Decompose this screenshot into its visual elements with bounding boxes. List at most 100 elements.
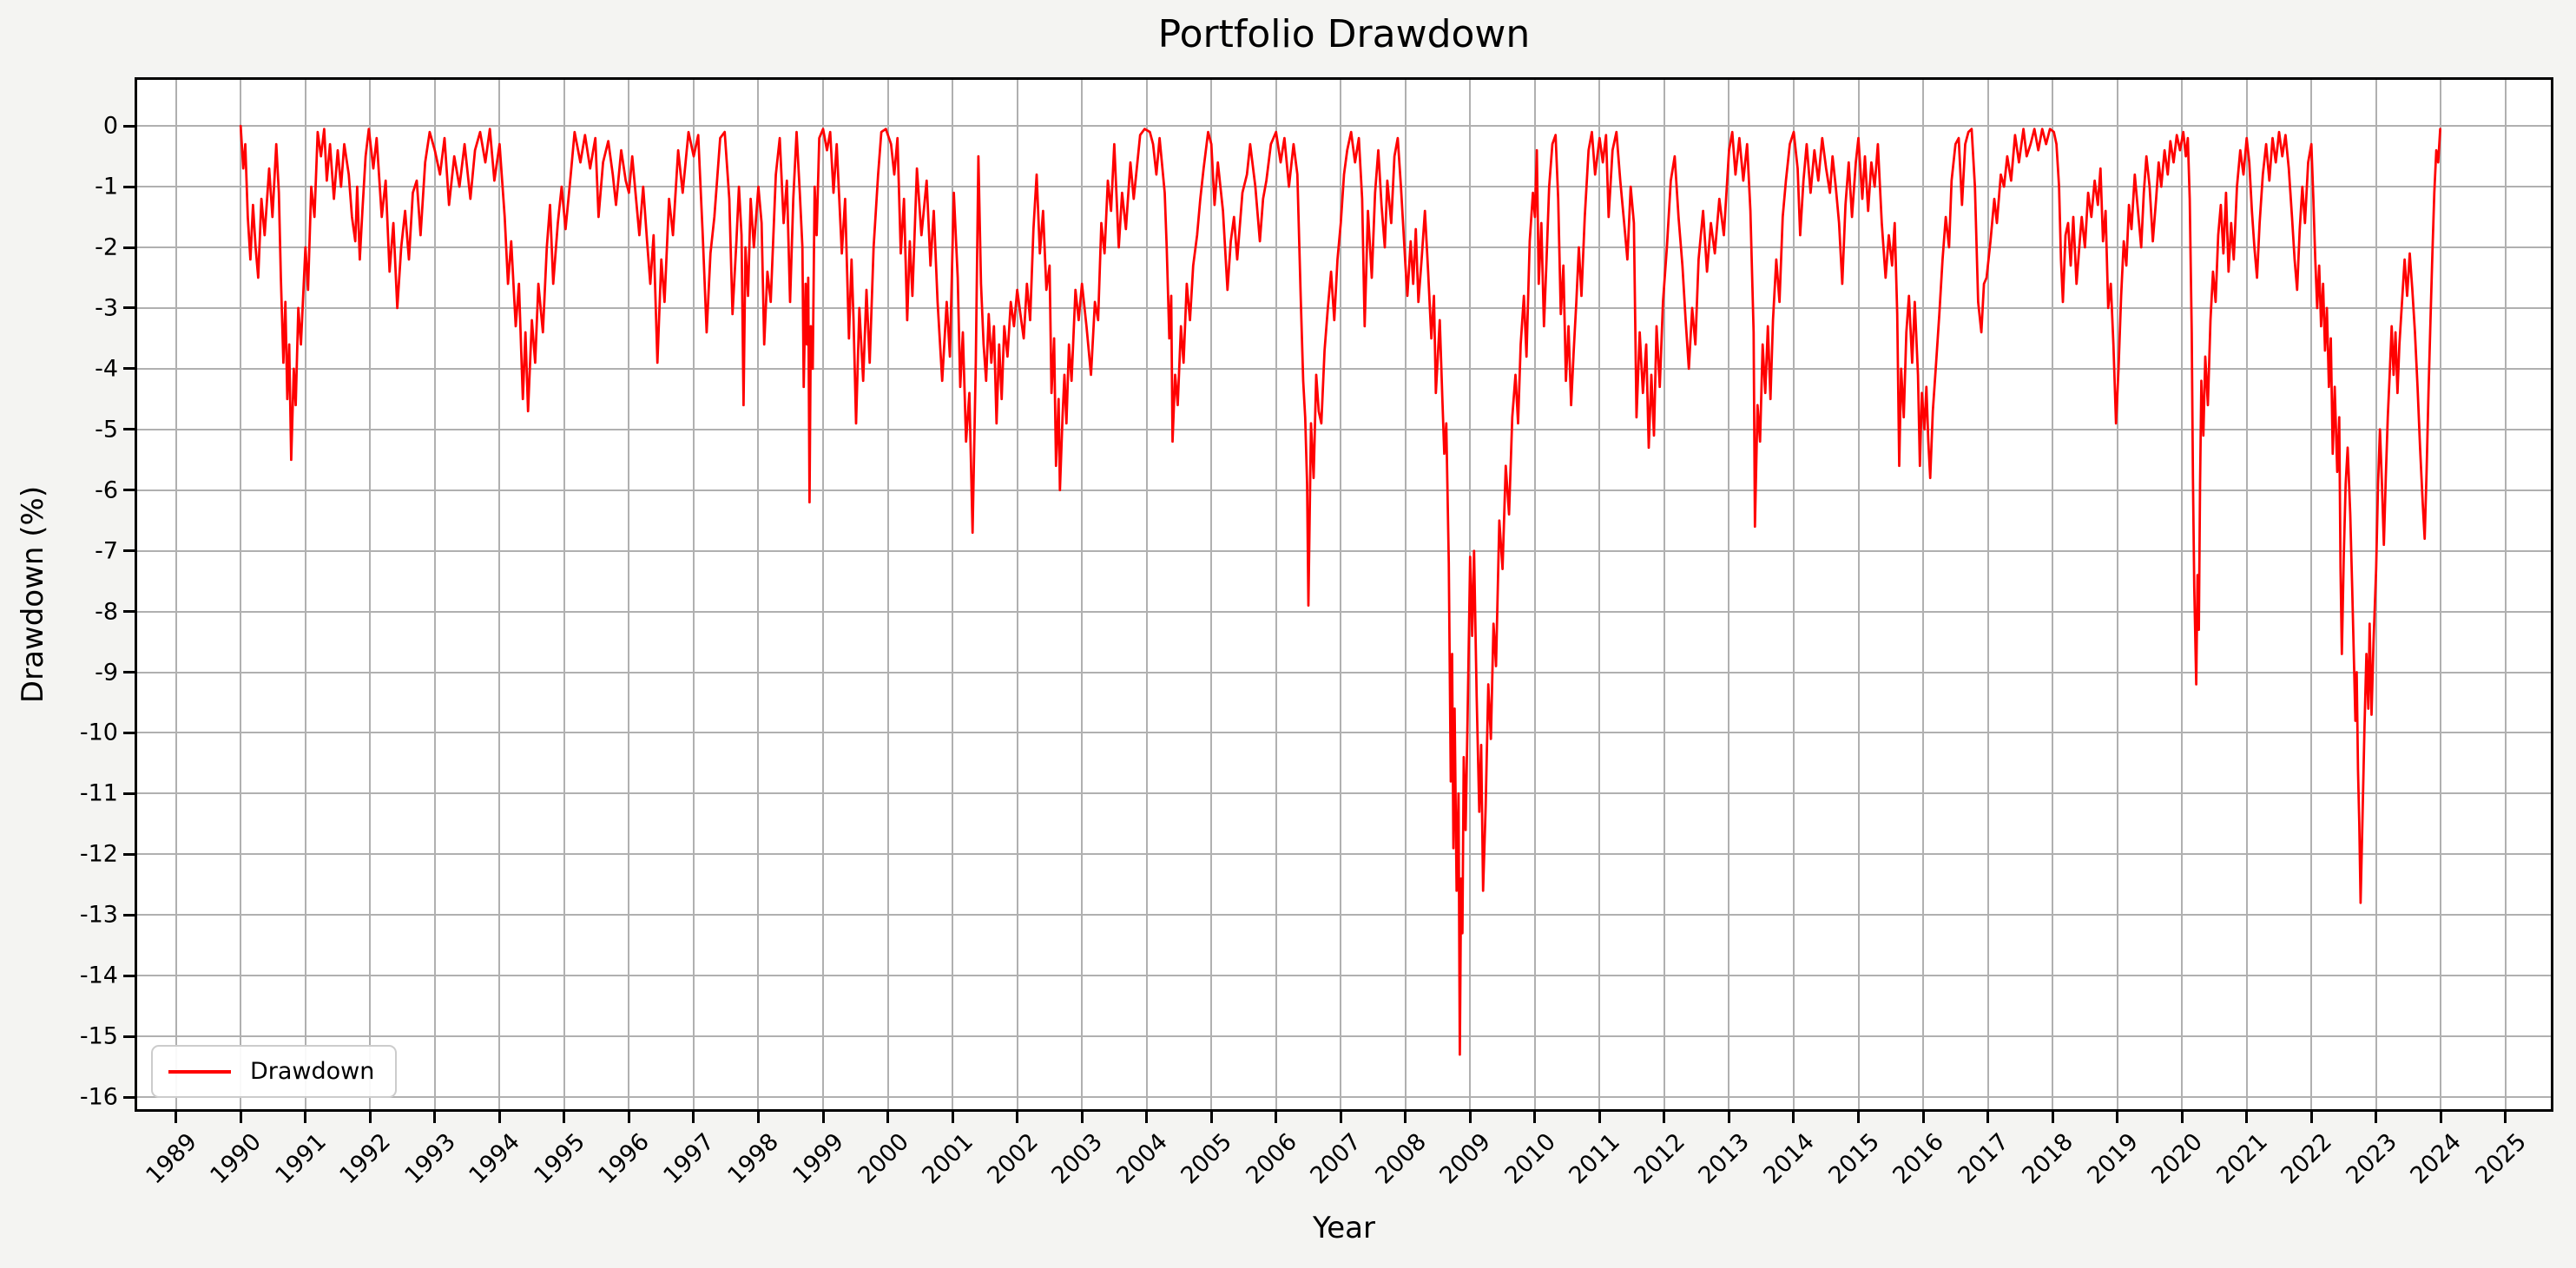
y-tick-mark — [123, 306, 135, 310]
x-tick-label: 2013 — [1693, 1128, 1756, 1190]
x-gridline — [1922, 80, 1925, 1109]
x-gridline — [952, 80, 954, 1109]
y-tick-mark — [123, 731, 135, 734]
x-tick-label: 2012 — [1629, 1128, 1690, 1190]
x-tick-mark — [1080, 1112, 1084, 1123]
x-axis-label: Year — [1313, 1211, 1375, 1245]
x-tick-label: 1994 — [464, 1128, 526, 1190]
y-gridline — [137, 671, 2551, 673]
x-tick-label: 1993 — [399, 1128, 461, 1190]
x-tick-mark — [1275, 1112, 1278, 1123]
x-tick-mark — [1921, 1112, 1925, 1123]
y-tick-mark — [123, 1095, 135, 1099]
y-tick-label: -5 — [95, 416, 118, 443]
x-tick-label: 2004 — [1111, 1128, 1173, 1190]
x-tick-label: 1997 — [658, 1128, 720, 1190]
y-tick-label: -14 — [79, 962, 118, 989]
x-gridline — [175, 80, 177, 1109]
x-tick-label: 2019 — [2082, 1128, 2144, 1190]
x-gridline — [2504, 80, 2507, 1109]
x-tick-mark — [1404, 1112, 1407, 1123]
x-gridline — [2245, 80, 2248, 1109]
x-tick-mark — [1533, 1112, 1537, 1123]
x-tick-label: 2002 — [982, 1128, 1044, 1190]
x-gridline — [2440, 80, 2442, 1109]
y-tick-label: 0 — [102, 112, 118, 140]
plot-area: 1989 1990 1991 1992 1993 1994 1995 1996 1997 1998… — [80, 77, 2553, 1190]
x-tick-mark — [1145, 1112, 1149, 1123]
x-gridline — [240, 80, 242, 1109]
x-tick-mark — [563, 1112, 566, 1123]
x-gridline — [1275, 80, 1277, 1109]
y-tick-mark — [123, 185, 135, 188]
x-gridline — [1210, 80, 1213, 1109]
x-gridline — [1792, 80, 1795, 1109]
x-tick-label: 1992 — [334, 1128, 397, 1190]
y-tick-mark — [123, 367, 135, 371]
x-tick-label: 2014 — [1758, 1128, 1820, 1190]
y-gridline — [137, 732, 2551, 734]
x-gridline — [1533, 80, 1536, 1109]
x-tick-label: 2020 — [2146, 1128, 2209, 1190]
y-tick-label: -6 — [95, 476, 118, 504]
x-tick-mark — [756, 1112, 760, 1123]
x-tick-label: 2006 — [1241, 1128, 1302, 1190]
y-gridline — [137, 428, 2551, 430]
x-tick-label: 2011 — [1564, 1128, 1626, 1190]
x-tick-mark — [821, 1112, 825, 1123]
y-tick-mark — [123, 974, 135, 977]
y-tick-mark — [123, 549, 135, 553]
x-tick-mark — [951, 1112, 954, 1123]
x-tick-label: 1990 — [205, 1128, 267, 1190]
y-gridline — [137, 489, 2551, 491]
x-tick-mark — [2309, 1112, 2313, 1123]
y-tick-mark — [123, 124, 135, 128]
x-tick-label: 2018 — [2017, 1128, 2079, 1190]
y-tick-label: -8 — [95, 598, 118, 626]
y-tick-mark — [123, 852, 135, 856]
x-tick-mark — [2439, 1112, 2442, 1123]
y-tick-label: -2 — [95, 233, 118, 261]
x-tick-label: 1995 — [529, 1128, 590, 1190]
x-tick-mark — [2504, 1112, 2507, 1123]
y-tick-label: -7 — [95, 537, 118, 565]
y-tick-mark — [123, 913, 135, 917]
y-tick-mark — [123, 246, 135, 249]
x-gridline — [1081, 80, 1084, 1109]
x-tick-label: 1999 — [787, 1128, 849, 1190]
x-tick-mark — [239, 1112, 242, 1123]
y-tick-mark — [123, 792, 135, 795]
drawdown-line — [239, 124, 2441, 1056]
legend: Drawdown — [151, 1045, 398, 1098]
y-gridline — [137, 610, 2551, 613]
x-tick-label: 2000 — [852, 1128, 914, 1190]
chart-title: Portfolio Drawdown — [1157, 12, 1531, 56]
y-gridline — [137, 246, 2551, 248]
x-tick-mark — [1792, 1112, 1795, 1123]
x-tick-label: 2003 — [1046, 1128, 1109, 1190]
x-tick-mark — [1727, 1112, 1730, 1123]
x-gridline — [1145, 80, 1148, 1109]
y-gridline — [137, 125, 2551, 128]
x-tick-label: 1989 — [141, 1128, 202, 1190]
x-tick-mark — [497, 1112, 501, 1123]
x-tick-mark — [2245, 1112, 2249, 1123]
x-gridline — [692, 80, 695, 1109]
x-tick-label: 1991 — [270, 1128, 332, 1190]
x-tick-label: 2010 — [1499, 1128, 1561, 1190]
y-gridline — [137, 367, 2551, 370]
x-tick-label: 2009 — [1434, 1128, 1497, 1190]
x-tick-label: 2008 — [1370, 1128, 1432, 1190]
x-tick-mark — [175, 1112, 178, 1123]
x-gridline — [433, 80, 436, 1109]
x-gridline — [1728, 80, 1730, 1109]
x-tick-label: 2005 — [1176, 1128, 1238, 1190]
x-tick-mark — [1857, 1112, 1861, 1123]
x-tick-label: 2001 — [917, 1128, 978, 1190]
x-tick-mark — [2375, 1112, 2378, 1123]
y-tick-label: -9 — [95, 659, 118, 686]
x-tick-label: 2022 — [2276, 1128, 2338, 1190]
x-tick-mark — [1986, 1112, 1990, 1123]
x-gridline — [563, 80, 565, 1109]
x-gridline — [628, 80, 630, 1109]
